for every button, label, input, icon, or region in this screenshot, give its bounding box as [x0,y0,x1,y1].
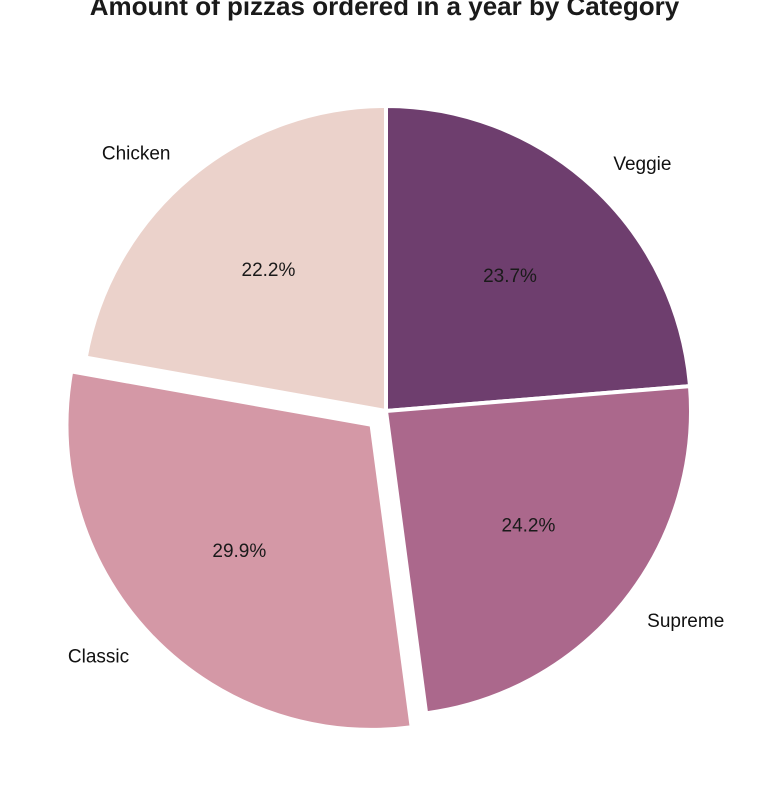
pie-percent-supreme: 24.2% [502,515,556,536]
pie-percent-veggie: 23.7% [483,266,537,287]
pie-label-supreme: Supreme [647,611,724,632]
pie-slice-classic [64,369,414,732]
pie-percent-classic: 29.9% [212,541,266,562]
pie-percent-chicken: 22.2% [242,260,296,281]
pie-slice-veggie [384,104,692,413]
chart-title: Amount of pizzas ordered in a year by Ca… [89,0,680,21]
pie-slice-supreme [384,384,693,716]
pie-label-veggie: Veggie [613,154,671,175]
pie-label-classic: Classic [68,646,129,667]
pie-label-chicken: Chicken [102,143,171,164]
pie-slice-chicken [83,104,388,413]
pie-labels: 23.7% Veggie 24.2% Supreme 29.9% Classic 22.2%… [68,143,724,667]
pie-slices [64,104,693,732]
